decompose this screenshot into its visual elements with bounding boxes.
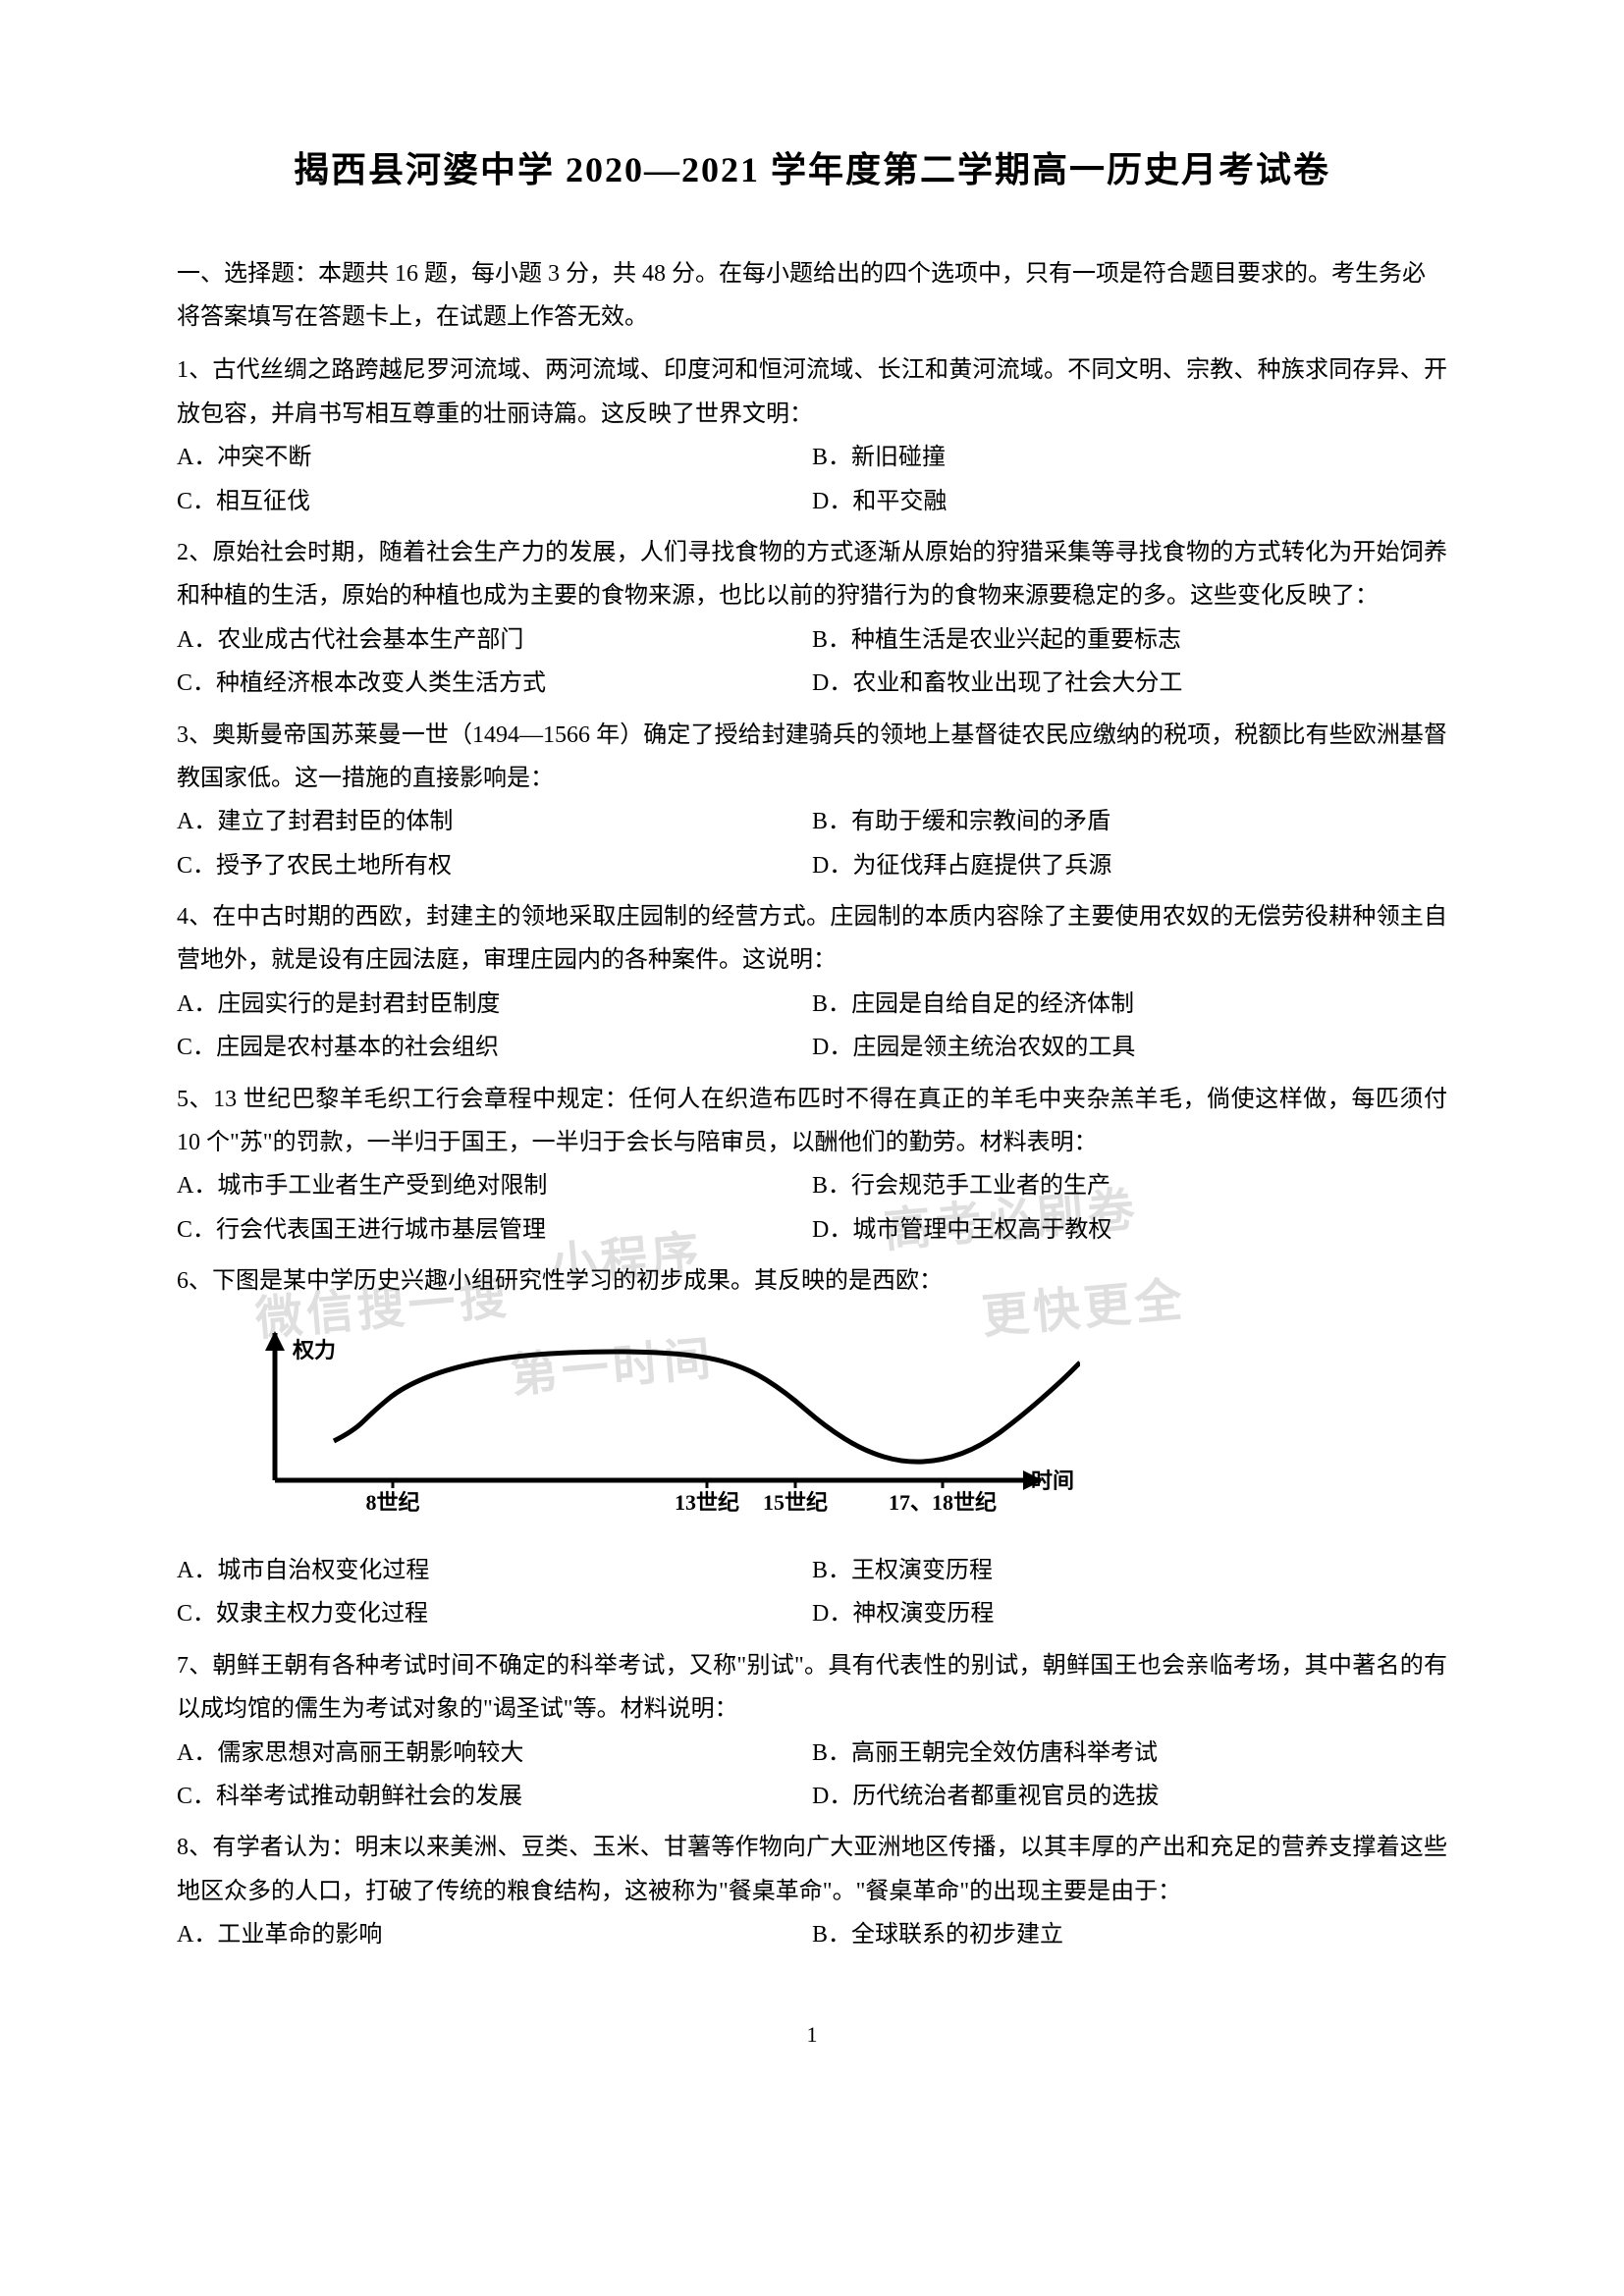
question-block: 2、原始社会时期，随着社会生产力的发展，人们寻找食物的方式逐渐从原始的狩猎采集等… bbox=[177, 531, 1447, 706]
question-block: 6、下图是某中学历史兴趣小组研究性学习的初步成果。其反映的是西欧： 权力时间 8世纪… bbox=[177, 1259, 1447, 1636]
option: D．庄园是领主统治农奴的工具 bbox=[812, 1026, 1447, 1069]
svg-text:8世纪: 8世纪 bbox=[365, 1490, 419, 1515]
option: D．和平交融 bbox=[812, 480, 1447, 523]
option: B．高丽王朝完全效仿唐科举考试 bbox=[812, 1732, 1447, 1775]
option: A．农业成古代社会基本生产部门 bbox=[177, 618, 812, 662]
power-curve-chart: 权力时间 8世纪 13世纪 15世纪 17、18世纪 bbox=[216, 1323, 1080, 1520]
options-row: A．工业革命的影响B．全球联系的初步建立 bbox=[177, 1913, 1447, 1956]
option: C．授予了农民土地所有权 bbox=[177, 844, 812, 887]
option: C．种植经济根本改变人类生活方式 bbox=[177, 662, 812, 705]
option: A．建立了封君封臣的体制 bbox=[177, 800, 812, 843]
option: A．庄园实行的是封君封臣制度 bbox=[177, 983, 812, 1026]
svg-text:15世纪: 15世纪 bbox=[763, 1490, 828, 1515]
options-row: C．行会代表国王进行城市基层管理D．城市管理中王权高于教权 bbox=[177, 1208, 1447, 1252]
question-text: 6、下图是某中学历史兴趣小组研究性学习的初步成果。其反映的是西欧： bbox=[177, 1259, 1447, 1303]
option: C．庄园是农村基本的社会组织 bbox=[177, 1026, 812, 1069]
options-row: A．儒家思想对高丽王朝影响较大B．高丽王朝完全效仿唐科举考试 bbox=[177, 1732, 1447, 1775]
option: C．科举考试推动朝鲜社会的发展 bbox=[177, 1775, 812, 1818]
options-row: C．科举考试推动朝鲜社会的发展D．历代统治者都重视官员的选拔 bbox=[177, 1775, 1447, 1818]
question-block: 1、古代丝绸之路跨越尼罗河流域、两河流域、印度河和恒河流域、长江和黄河流域。不同… bbox=[177, 348, 1447, 523]
question-block: 7、朝鲜王朝有各种考试时间不确定的科举考试，又称"别试"。具有代表性的别试，朝鲜… bbox=[177, 1644, 1447, 1819]
question-block: 4、在中古时期的西欧，封建主的领地采取庄园制的经营方式。庄园制的本质内容除了主要… bbox=[177, 895, 1447, 1070]
options-row: A．城市手工业者生产受到绝对限制B．行会规范手工业者的生产 bbox=[177, 1164, 1447, 1207]
option: D．为征伐拜占庭提供了兵源 bbox=[812, 844, 1447, 887]
option: D．农业和畜牧业出现了社会大分工 bbox=[812, 662, 1447, 705]
option: A．儒家思想对高丽王朝影响较大 bbox=[177, 1732, 812, 1775]
svg-text:时间: 时间 bbox=[1031, 1468, 1074, 1493]
question-text: 8、有学者认为：明末以来美洲、豆类、玉米、甘薯等作物向广大亚洲地区传播，以其丰厚… bbox=[177, 1826, 1447, 1913]
question-text: 4、在中古时期的西欧，封建主的领地采取庄园制的经营方式。庄园制的本质内容除了主要… bbox=[177, 895, 1447, 983]
chart-container: 权力时间 8世纪 13世纪 15世纪 17、18世纪 bbox=[216, 1323, 1447, 1534]
page-number: 1 bbox=[177, 2015, 1447, 2056]
option: A．工业革命的影响 bbox=[177, 1913, 812, 1956]
options-row: A．冲突不断B．新旧碰撞 bbox=[177, 436, 1447, 479]
question-text: 3、奥斯曼帝国苏莱曼一世（1494—1566 年）确定了授给封建骑兵的领地上基督… bbox=[177, 714, 1447, 801]
question-text: 7、朝鲜王朝有各种考试时间不确定的科举考试，又称"别试"。具有代表性的别试，朝鲜… bbox=[177, 1644, 1447, 1732]
options-row: C．种植经济根本改变人类生活方式D．农业和畜牧业出现了社会大分工 bbox=[177, 662, 1447, 705]
svg-text:权力: 权力 bbox=[292, 1338, 336, 1362]
option: C．行会代表国王进行城市基层管理 bbox=[177, 1208, 812, 1252]
option: B．王权演变历程 bbox=[812, 1549, 1447, 1592]
question-block: 5、13 世纪巴黎羊毛织工行会章程中规定：任何人在织造布匹时不得在真正的羊毛中夹… bbox=[177, 1078, 1447, 1253]
option: A．冲突不断 bbox=[177, 436, 812, 479]
svg-text:17、18世纪: 17、18世纪 bbox=[889, 1490, 997, 1515]
options-row: C．相互征伐D．和平交融 bbox=[177, 480, 1447, 523]
questions-container: 1、古代丝绸之路跨越尼罗河流域、两河流域、印度河和恒河流域、长江和黄河流域。不同… bbox=[177, 348, 1447, 1956]
option: C．相互征伐 bbox=[177, 480, 812, 523]
option: A．城市自治权变化过程 bbox=[177, 1549, 812, 1592]
svg-text:13世纪: 13世纪 bbox=[675, 1490, 739, 1515]
options-row: A．农业成古代社会基本生产部门B．种植生活是农业兴起的重要标志 bbox=[177, 618, 1447, 662]
option: B．全球联系的初步建立 bbox=[812, 1913, 1447, 1956]
options-row: C．庄园是农村基本的社会组织D．庄园是领主统治农奴的工具 bbox=[177, 1026, 1447, 1069]
option: B．有助于缓和宗教间的矛盾 bbox=[812, 800, 1447, 843]
question-block: 8、有学者认为：明末以来美洲、豆类、玉米、甘薯等作物向广大亚洲地区传播，以其丰厚… bbox=[177, 1826, 1447, 1956]
option: B．行会规范手工业者的生产 bbox=[812, 1164, 1447, 1207]
option: B．新旧碰撞 bbox=[812, 436, 1447, 479]
options-row: A．庄园实行的是封君封臣制度B．庄园是自给自足的经济体制 bbox=[177, 983, 1447, 1026]
exam-title: 揭西县河婆中学 2020—2021 学年度第二学期高一历史月考试卷 bbox=[177, 137, 1447, 203]
option: A．城市手工业者生产受到绝对限制 bbox=[177, 1164, 812, 1207]
options-row: A．建立了封君封臣的体制B．有助于缓和宗教间的矛盾 bbox=[177, 800, 1447, 843]
option: B．种植生活是农业兴起的重要标志 bbox=[812, 618, 1447, 662]
question-text: 1、古代丝绸之路跨越尼罗河流域、两河流域、印度河和恒河流域、长江和黄河流域。不同… bbox=[177, 348, 1447, 436]
option: D．城市管理中王权高于教权 bbox=[812, 1208, 1447, 1252]
question-text: 2、原始社会时期，随着社会生产力的发展，人们寻找食物的方式逐渐从原始的狩猎采集等… bbox=[177, 531, 1447, 618]
options-row: C．授予了农民土地所有权D．为征伐拜占庭提供了兵源 bbox=[177, 844, 1447, 887]
options-row: C．奴隶主权力变化过程D．神权演变历程 bbox=[177, 1592, 1447, 1635]
question-text: 5、13 世纪巴黎羊毛织工行会章程中规定：任何人在织造布匹时不得在真正的羊毛中夹… bbox=[177, 1078, 1447, 1165]
option: D．神权演变历程 bbox=[812, 1592, 1447, 1635]
section-instructions: 一、选择题：本题共 16 题，每小题 3 分，共 48 分。在每小题给出的四个选… bbox=[177, 252, 1447, 340]
question-block: 3、奥斯曼帝国苏莱曼一世（1494—1566 年）确定了授给封建骑兵的领地上基督… bbox=[177, 714, 1447, 888]
option: C．奴隶主权力变化过程 bbox=[177, 1592, 812, 1635]
option: D．历代统治者都重视官员的选拔 bbox=[812, 1775, 1447, 1818]
options-row: A．城市自治权变化过程B．王权演变历程 bbox=[177, 1549, 1447, 1592]
option: B．庄园是自给自足的经济体制 bbox=[812, 983, 1447, 1026]
